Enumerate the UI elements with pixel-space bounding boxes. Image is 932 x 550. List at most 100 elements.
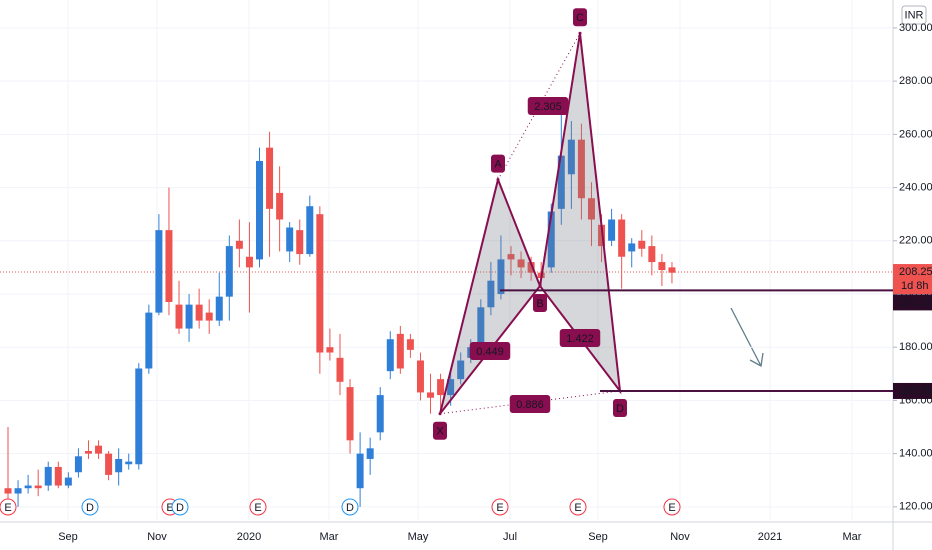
candle-body xyxy=(427,392,435,398)
candle-body xyxy=(557,155,565,209)
event-label: E xyxy=(668,502,675,514)
event-marker[interactable] xyxy=(249,498,267,516)
candle-body xyxy=(225,246,233,297)
candle-body xyxy=(245,256,253,268)
candle-body xyxy=(185,304,193,329)
candle-body xyxy=(457,360,465,380)
event-marker[interactable] xyxy=(0,498,17,516)
y-tick-label: 120.00 xyxy=(899,501,932,513)
candle-body xyxy=(628,243,636,252)
candle-body xyxy=(235,240,243,249)
point-box xyxy=(573,8,587,27)
ratio-label: 2.305 xyxy=(534,101,562,113)
candle-body xyxy=(598,224,606,247)
y-tick-label: 180.00 xyxy=(899,341,932,353)
event-label: E xyxy=(574,502,581,514)
candle-body xyxy=(356,453,364,489)
event-marker[interactable] xyxy=(341,498,359,516)
point-box xyxy=(433,421,447,440)
point-box xyxy=(613,398,627,417)
x-tick-label: Nov xyxy=(670,531,690,543)
candle-body xyxy=(507,254,515,260)
point-label: B xyxy=(536,298,543,310)
candle-body xyxy=(517,259,525,268)
point-label: D xyxy=(616,403,624,415)
y-tick-label: 280.00 xyxy=(899,75,932,87)
last-price-label: 208.25 xyxy=(899,266,932,278)
candle-body xyxy=(577,139,585,199)
candle-body xyxy=(326,347,334,353)
candle-body xyxy=(44,466,52,486)
event-marker[interactable] xyxy=(491,498,509,516)
ratio-box xyxy=(559,329,601,347)
candle-body xyxy=(527,262,535,273)
x-tick-label: 2020 xyxy=(237,531,261,543)
currency: INR xyxy=(905,9,924,21)
ratio-box xyxy=(509,395,551,413)
y-tick-label: 240.00 xyxy=(899,181,932,193)
event-label: D xyxy=(346,502,354,514)
candle-body xyxy=(266,147,274,209)
candle-body xyxy=(286,227,294,252)
ratio-box xyxy=(527,97,569,115)
ratio-box xyxy=(469,342,511,360)
candle-body xyxy=(74,456,82,473)
point-box xyxy=(533,294,547,313)
candle-body xyxy=(256,160,263,260)
candle-body xyxy=(135,368,143,465)
event-marker[interactable] xyxy=(81,498,99,516)
candle-body xyxy=(346,387,354,441)
x-tick-label: Jul xyxy=(503,531,517,543)
x-tick-label: Sep xyxy=(58,531,78,543)
candle-body xyxy=(54,466,62,486)
pattern-point xyxy=(496,178,500,182)
candle-body xyxy=(608,219,616,241)
x-tick-label: Mar xyxy=(843,531,862,543)
pattern-point xyxy=(538,284,542,288)
event-label: E xyxy=(4,502,11,514)
candle-body xyxy=(638,240,646,249)
candle-body xyxy=(145,312,153,369)
candle-body xyxy=(64,477,72,486)
candle-body xyxy=(406,339,414,350)
candle-body xyxy=(4,488,12,494)
candle-body xyxy=(24,485,32,489)
y-tick-label: 260.00 xyxy=(899,128,932,140)
level-tag-label: 201.35 xyxy=(899,296,932,308)
point-box xyxy=(491,154,505,173)
level-tag xyxy=(893,382,932,399)
candle-body xyxy=(306,206,314,255)
candle-body xyxy=(396,333,404,369)
candle-body xyxy=(175,304,183,329)
candle-body xyxy=(95,445,103,454)
point-label: X xyxy=(436,426,444,438)
event-label: D xyxy=(176,502,184,514)
candle-body xyxy=(547,211,555,268)
candle-body xyxy=(125,461,133,465)
candle-body xyxy=(386,339,394,372)
ratio-label: 0.886 xyxy=(516,399,544,411)
last-price-tag xyxy=(893,264,932,295)
level-tag xyxy=(893,294,932,311)
candle-body xyxy=(296,230,304,255)
candle-body xyxy=(618,219,626,257)
countdown-label: 1d 8h xyxy=(901,280,929,292)
event-marker[interactable] xyxy=(171,498,189,516)
candle-body xyxy=(447,379,455,396)
candle-body xyxy=(587,198,595,220)
x-tick-label: Nov xyxy=(147,531,167,543)
event-marker[interactable] xyxy=(569,498,587,516)
currency-box[interactable] xyxy=(901,5,927,25)
candle-body xyxy=(115,458,123,473)
pattern-point xyxy=(438,412,442,416)
candle-body xyxy=(668,267,676,273)
candle-body xyxy=(84,450,92,454)
event-label: E xyxy=(496,502,503,514)
candle-body xyxy=(316,214,324,353)
event-marker[interactable] xyxy=(663,498,681,516)
candle-body xyxy=(165,230,173,302)
candle-body xyxy=(437,379,445,396)
candle-body xyxy=(567,139,575,175)
